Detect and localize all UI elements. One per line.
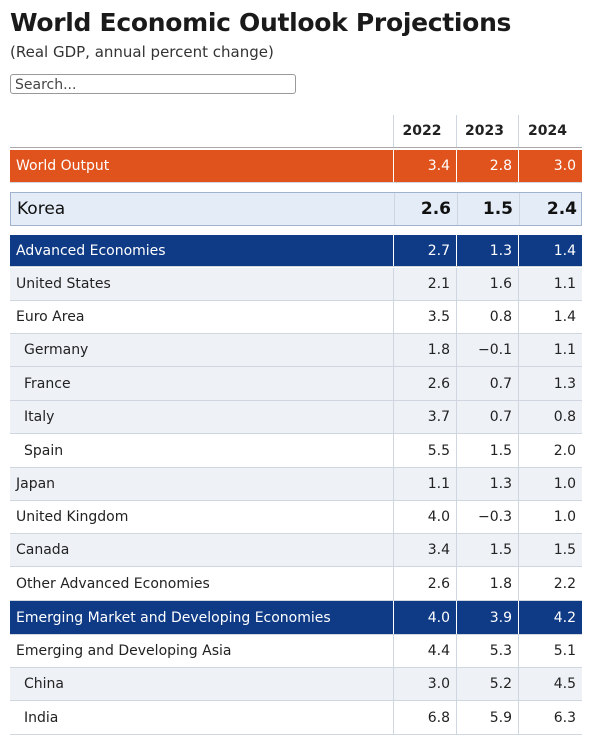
value-cell: 1.8 — [456, 567, 518, 600]
search-box[interactable]: Search... — [10, 74, 296, 94]
row-label: United States — [16, 276, 111, 292]
value-cell: 1.5 — [457, 193, 519, 225]
value-cell: 0.8 — [456, 301, 518, 333]
value-cell: 2.0 — [518, 434, 582, 467]
table-row: Emerging Market and Developing Economies… — [10, 601, 582, 635]
table-row: Korea 2.6 1.5 2.4 — [10, 192, 582, 226]
value-cell: −0.1 — [456, 334, 518, 366]
table-row: Germany 1.8 −0.1 1.1 — [10, 334, 582, 367]
value-cell: 2.6 — [393, 367, 456, 400]
value-cell: 1.5 — [518, 534, 582, 566]
value-cell: 1.5 — [456, 534, 518, 566]
value-cell: 1.0 — [518, 468, 582, 500]
value-cell: 3.0 — [518, 150, 582, 182]
value-cell: 5.9 — [456, 701, 518, 734]
value-cell: 6.3 — [518, 701, 582, 734]
value-cell: 0.7 — [456, 367, 518, 400]
value-cell: 2.2 — [518, 567, 582, 600]
table-row: Spain 5.5 1.5 2.0 — [10, 434, 582, 468]
value-cell: 1.6 — [456, 268, 518, 300]
table-row: Advanced Economies 2.7 1.3 1.4 — [10, 235, 582, 267]
value-cell: 3.0 — [393, 668, 456, 700]
value-cell: 1.3 — [518, 367, 582, 400]
value-cell: 2.4 — [519, 193, 583, 225]
row-label: World Output — [16, 158, 110, 174]
row-label: Advanced Economies — [16, 242, 166, 259]
table-row: India 6.8 5.9 6.3 — [10, 701, 582, 735]
header-row: 2022 2023 2024 — [10, 115, 582, 148]
value-cell: 4.0 — [393, 501, 456, 533]
row-label: Canada — [16, 542, 70, 558]
row-label: Germany — [24, 342, 89, 358]
row-label: Other Advanced Economies — [16, 575, 210, 592]
table-row: Canada 3.4 1.5 1.5 — [10, 534, 582, 567]
row-label: Japan — [16, 476, 56, 492]
table-row: United States 2.1 1.6 1.1 — [10, 268, 582, 301]
table-row: Italy 3.7 0.7 0.8 — [10, 401, 582, 434]
value-cell: −0.3 — [456, 501, 518, 533]
value-cell: 1.8 — [393, 334, 456, 366]
row-label: France — [24, 375, 71, 392]
table-row: Euro Area 3.5 0.8 1.4 — [10, 301, 582, 334]
value-cell: 6.8 — [393, 701, 456, 734]
value-cell: 1.1 — [393, 468, 456, 500]
value-cell: 1.3 — [456, 235, 518, 266]
value-cell: 1.1 — [518, 268, 582, 300]
value-cell: 1.3 — [456, 468, 518, 500]
table-row: United Kingdom 4.0 −0.3 1.0 — [10, 501, 582, 534]
value-cell: 3.4 — [393, 150, 456, 182]
column-header: 2023 — [456, 115, 518, 147]
row-label: Italy — [24, 409, 55, 425]
value-cell: 2.8 — [456, 150, 518, 182]
value-cell: 1.1 — [518, 334, 582, 366]
value-cell: 0.8 — [518, 401, 582, 433]
column-header: 2022 — [393, 115, 456, 147]
value-cell: 1.0 — [518, 501, 582, 533]
value-cell: 3.5 — [393, 301, 456, 333]
value-cell: 5.2 — [456, 668, 518, 700]
value-cell: 1.4 — [518, 235, 582, 266]
row-label: China — [24, 676, 64, 692]
value-cell: 2.7 — [393, 235, 456, 266]
title: World Economic Outlook Projections — [10, 8, 512, 37]
table-row: Other Advanced Economies 2.6 1.8 2.2 — [10, 567, 582, 601]
value-cell: 2.6 — [394, 193, 457, 225]
row-label: United Kingdom — [16, 509, 129, 525]
value-cell: 2.6 — [393, 567, 456, 600]
row-label: Spain — [24, 442, 64, 459]
value-cell: 3.4 — [393, 534, 456, 566]
row-label: Emerging Market and Developing Economies — [16, 609, 331, 626]
value-cell: 4.0 — [393, 601, 456, 634]
value-cell: 5.1 — [518, 635, 582, 667]
value-cell: 5.3 — [456, 635, 518, 667]
subtitle: (Real GDP, annual percent change) — [10, 43, 274, 61]
value-cell: 1.4 — [518, 301, 582, 333]
table-row: China 3.0 5.2 4.5 — [10, 668, 582, 701]
value-cell: 3.9 — [456, 601, 518, 634]
row-label: Korea — [17, 199, 66, 219]
value-cell: 4.4 — [393, 635, 456, 667]
value-cell: 5.5 — [393, 434, 456, 467]
value-cell: 0.7 — [456, 401, 518, 433]
table-row: Japan 1.1 1.3 1.0 — [10, 468, 582, 501]
value-cell: 1.5 — [456, 434, 518, 467]
value-cell: 4.2 — [518, 601, 582, 634]
value-cell: 2.1 — [393, 268, 456, 300]
column-header: 2024 — [518, 115, 582, 147]
value-cell: 4.5 — [518, 668, 582, 700]
table-row: Emerging and Developing Asia 4.4 5.3 5.1 — [10, 635, 582, 668]
row-label: Euro Area — [16, 309, 85, 325]
table-row: World Output 3.4 2.8 3.0 — [10, 150, 582, 183]
row-label: India — [24, 709, 59, 726]
value-cell: 3.7 — [393, 401, 456, 433]
table-row: France 2.6 0.7 1.3 — [10, 367, 582, 401]
row-label: Emerging and Developing Asia — [16, 643, 232, 659]
